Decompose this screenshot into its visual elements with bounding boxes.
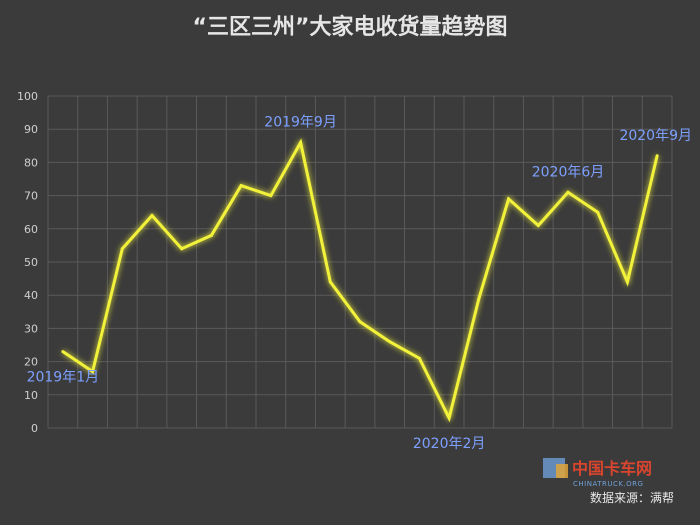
data-source: 数据来源：满帮: [590, 490, 674, 505]
data-point: [447, 416, 451, 420]
point-annotation: 2020年6月: [532, 164, 605, 180]
data-point: [150, 214, 154, 218]
point-annotation: 2020年9月: [619, 128, 692, 144]
data-point: [417, 356, 421, 360]
logo-name: 中国卡车网: [572, 459, 652, 478]
data-point: [358, 320, 362, 324]
logo-sub: CHINATRUCK.ORG: [573, 480, 643, 488]
series-line-group: [61, 138, 659, 423]
logo-watermark: 中国卡车网 CHINATRUCK.ORG: [543, 458, 652, 488]
y-tick-label: 30: [24, 322, 38, 335]
y-tick-label: 90: [24, 123, 38, 136]
data-point: [536, 223, 540, 227]
data-point: [655, 154, 659, 158]
annotations: 2019年1月 2019年9月 2020年2月 2020年6月 2020年9月: [27, 114, 692, 452]
series-line: [62, 138, 659, 423]
data-point: [625, 280, 629, 284]
y-tick-label: 20: [24, 356, 38, 369]
point-annotation: 2019年1月: [27, 370, 100, 386]
y-tick-label: 40: [24, 289, 38, 302]
data-point: [239, 184, 243, 188]
y-tick-label: 80: [24, 156, 38, 169]
data-point: [596, 210, 600, 214]
data-point: [299, 140, 303, 144]
point-annotation: 2020年2月: [413, 436, 486, 452]
data-point: [91, 370, 95, 374]
data-point: [61, 350, 65, 354]
data-point: [180, 247, 184, 251]
data-point: [328, 280, 332, 284]
data-point: [507, 197, 511, 201]
y-tick-label: 70: [24, 190, 38, 203]
y-tick-label: 60: [24, 223, 38, 236]
data-point: [209, 233, 213, 237]
chart-title: “三区三州”大家电收货量趋势图: [193, 14, 508, 40]
grid: [47, 95, 673, 429]
y-axis: 0 10 20 30 40 50 60 70 80 90 100: [17, 90, 38, 435]
point-annotation: 2019年9月: [264, 114, 337, 130]
data-point: [120, 247, 124, 251]
y-tick-label: 0: [31, 422, 38, 435]
data-point: [566, 190, 570, 194]
truck-cab-icon: [556, 464, 568, 478]
y-tick-label: 10: [24, 389, 38, 402]
y-tick-label: 50: [24, 256, 38, 269]
y-tick-label: 100: [17, 90, 38, 103]
data-point: [477, 297, 481, 301]
data-point: [388, 340, 392, 344]
data-point: [269, 194, 273, 198]
